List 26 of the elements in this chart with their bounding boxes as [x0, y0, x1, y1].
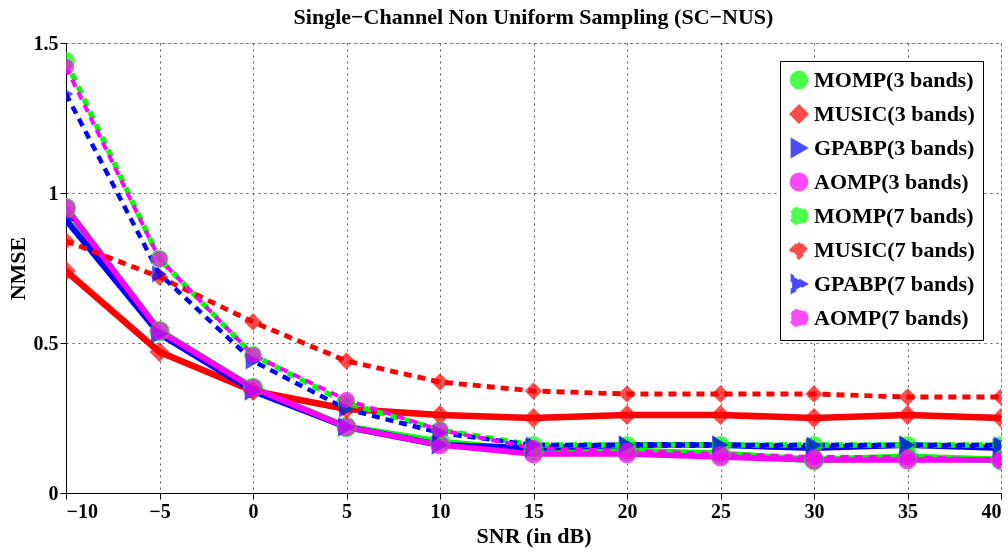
y-axis-title: NMSE: [4, 236, 30, 301]
x-tick-label: 20: [617, 499, 638, 522]
x-tick-label: −10: [66, 499, 98, 522]
x-axis-title: SNR (in dB): [476, 522, 592, 548]
chart-title: Single−Channel Non Uniform Sampling (SC−NUS): [293, 4, 774, 29]
y-tick-label: 1.5: [33, 31, 59, 54]
y-tick-label: 1: [48, 181, 59, 204]
x-tick-label: 15: [524, 499, 544, 522]
x-tick-label: 10: [430, 499, 451, 522]
legend-label: MOMP(7 bands): [814, 203, 974, 228]
legend-label: MOMP(3 bands): [814, 67, 974, 92]
x-tick-label: −5: [149, 499, 171, 522]
legend-label: GPABP(7 bands): [814, 271, 975, 296]
legend-label: GPABP(3 bands): [814, 135, 975, 160]
legend-label: AOMP(3 bands): [814, 169, 969, 194]
legend-label: AOMP(7 bands): [814, 305, 969, 330]
x-tick-label: 25: [711, 499, 731, 522]
x-tick-label: 40: [981, 499, 1002, 522]
y-tick-label: 0: [48, 481, 59, 504]
x-tick-label: 5: [342, 499, 352, 522]
legend-label: MUSIC(7 bands): [814, 237, 975, 262]
legend-label: MUSIC(3 bands): [814, 101, 975, 126]
y-tick-label: 0.5: [33, 331, 59, 354]
x-tick-label: 30: [804, 499, 825, 522]
x-tick-label: 0: [248, 499, 259, 522]
x-tick-label: 35: [898, 499, 918, 522]
